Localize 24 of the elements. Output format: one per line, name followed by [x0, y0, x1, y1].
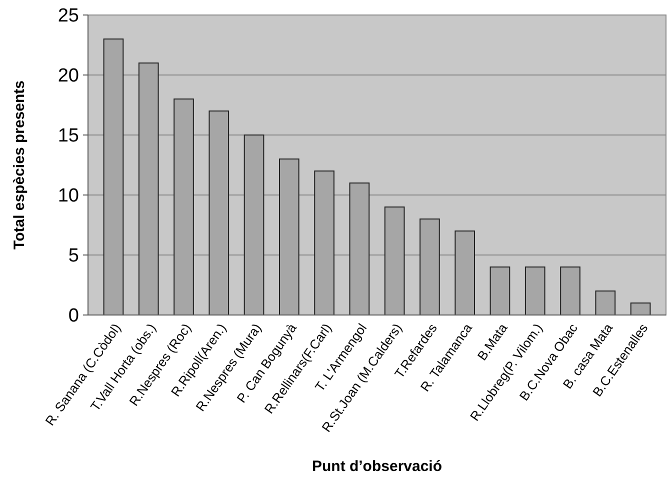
bar [314, 170, 334, 316]
y-tick-label: 10 [58, 186, 79, 207]
bar [560, 266, 580, 316]
bar [420, 218, 440, 316]
bar [454, 230, 476, 316]
bar [208, 110, 230, 316]
bar [595, 290, 616, 316]
bar [349, 182, 370, 316]
y-tick-label: 20 [58, 66, 79, 87]
y-axis-title: Total espècies presents [11, 80, 28, 250]
bar [244, 134, 264, 316]
y-tick-label: 15 [58, 126, 79, 147]
y-tick-label: 25 [58, 6, 79, 27]
bar [524, 266, 546, 316]
y-tick-label: 0 [68, 306, 79, 327]
bar [103, 38, 124, 316]
bar [630, 302, 651, 316]
bar [384, 206, 405, 316]
bar [278, 158, 300, 316]
y-tick-label: 5 [68, 246, 79, 267]
bar [138, 62, 159, 316]
bar [174, 98, 194, 316]
x-axis-title: Punt d’observació [312, 458, 442, 475]
bar [490, 266, 510, 316]
